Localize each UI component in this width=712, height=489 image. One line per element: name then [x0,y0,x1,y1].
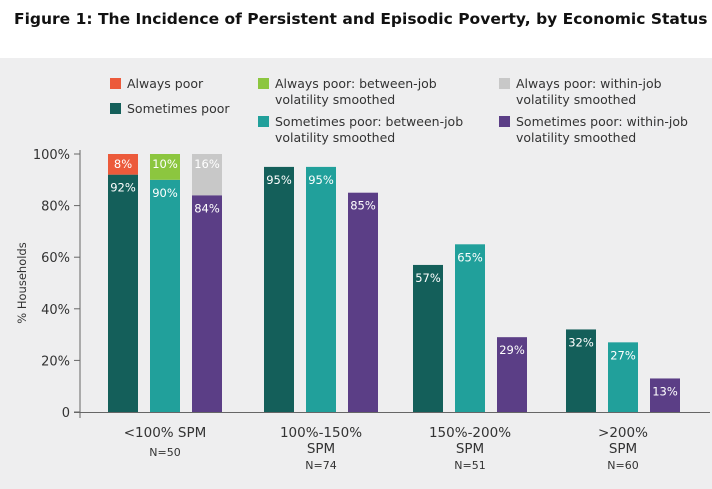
legend-label-1: Always poor [127,76,204,91]
y-tick-label: 100% [33,148,70,163]
x-category-label: 150%-200% [429,425,511,441]
bar-sometimes-2-3 [455,244,485,412]
legend-label-4: Sometimes poor: between-job [275,114,463,129]
bar-always-1-1 [108,154,138,175]
data-label: 85% [350,199,376,213]
data-label: 16% [194,157,220,171]
bar-sometimes-1-1 [108,174,138,412]
data-label: 65% [457,250,483,264]
bar-sometimes-3-3 [497,337,527,412]
y-axis-title: % Households [15,242,29,323]
legend-label-6: Sometimes poor: within-job [516,114,688,129]
legend-label-3: volatility smoothed [275,92,395,107]
x-category-label: SPM [456,441,484,457]
legend-swatch-4 [258,116,269,127]
y-tick-label: 0 [62,406,70,421]
x-category-n: N=50 [149,446,180,459]
x-category-label: SPM [609,441,637,457]
y-tick-label: 80% [41,200,70,215]
legend-label-4: volatility smoothed [275,130,395,145]
bar-always-2-1 [150,154,180,180]
legend-label-2: Sometimes poor [127,101,230,116]
bar-sometimes-1-2 [264,166,294,412]
data-label: 92% [110,181,136,195]
legend-label-5: Always poor: within-job [516,76,662,91]
x-category-n: N=51 [454,459,485,472]
x-category-label: >200% [598,425,648,441]
bar-sometimes-3-1 [192,195,222,412]
bar-sometimes-2-4 [608,342,638,412]
bar-sometimes-2-2 [306,166,336,412]
bar-sometimes-3-2 [348,192,378,412]
data-label: 13% [652,384,678,398]
bar-sometimes-3-4 [650,378,680,412]
x-category-n: N=74 [305,459,336,472]
data-label: 29% [499,343,525,357]
legend-label-6: volatility smoothed [516,130,636,145]
y-tick-label: 20% [41,354,70,369]
x-category-label: <100% SPM [124,425,207,441]
bar-sometimes-2-1 [150,179,180,412]
legend-swatch-3 [258,78,269,89]
legend-swatch-6 [499,116,510,127]
legend-swatch-5 [499,78,510,89]
x-category-label: 100%-150% [280,425,362,441]
data-label: 8% [114,157,132,171]
legend-swatch-2 [110,103,121,114]
chart-panel: Always poor Sometimes poor Always poor: be… [0,58,712,489]
y-tick-label: 60% [41,251,70,266]
data-label: 32% [568,335,594,349]
bar-sometimes-1-4 [566,329,596,412]
y-tick-label: 40% [41,303,70,318]
data-label: 27% [610,348,636,362]
figure-title: Figure 1: The Incidence of Persistent an… [14,10,708,28]
x-category-label: SPM [307,441,335,457]
bar-sometimes-1-3 [413,264,443,412]
data-label: 95% [308,173,334,187]
legend-swatch-1 [110,78,121,89]
data-label: 10% [152,157,178,171]
data-label: 57% [415,271,441,285]
x-category-n: N=60 [607,459,638,472]
data-label: 95% [266,173,292,187]
data-label: 84% [194,201,220,215]
bar-chart: Always poor Sometimes poor Always poor: be… [15,76,710,472]
bar-always-3-1 [192,154,222,196]
legend-label-3: Always poor: between-job [275,76,437,91]
data-label: 90% [152,186,178,200]
legend-label-5: volatility smoothed [516,92,636,107]
